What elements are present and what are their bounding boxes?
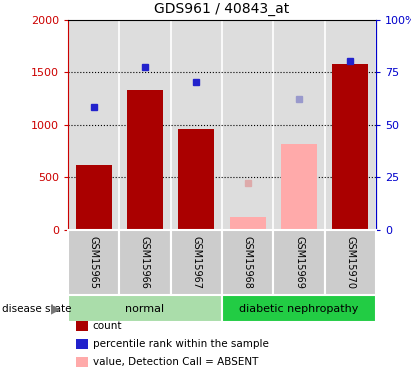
Text: GSM15965: GSM15965 <box>89 236 99 289</box>
Bar <box>68 295 222 322</box>
Bar <box>281 144 317 230</box>
Text: percentile rank within the sample: percentile rank within the sample <box>92 339 268 349</box>
Bar <box>332 64 368 230</box>
Text: GSM15969: GSM15969 <box>294 236 304 289</box>
Text: ▶: ▶ <box>51 302 61 315</box>
Bar <box>325 230 376 295</box>
Title: GDS961 / 40843_at: GDS961 / 40843_at <box>155 2 290 16</box>
Text: GSM15967: GSM15967 <box>192 236 201 289</box>
Bar <box>127 90 163 230</box>
Text: normal: normal <box>125 303 164 313</box>
Bar <box>230 217 266 230</box>
Bar <box>273 230 325 295</box>
Bar <box>171 230 222 295</box>
Bar <box>119 230 171 295</box>
Text: diabetic nephropathy: diabetic nephropathy <box>239 303 359 313</box>
Text: GSM15968: GSM15968 <box>242 236 253 289</box>
Bar <box>222 230 273 295</box>
Text: GSM15970: GSM15970 <box>345 236 356 289</box>
Text: GSM15966: GSM15966 <box>140 236 150 289</box>
Bar <box>222 295 376 322</box>
Text: count: count <box>92 321 122 331</box>
Text: disease state: disease state <box>2 303 72 313</box>
Bar <box>76 165 112 230</box>
Bar <box>178 129 214 230</box>
Text: value, Detection Call = ABSENT: value, Detection Call = ABSENT <box>92 357 258 367</box>
Bar <box>68 230 119 295</box>
